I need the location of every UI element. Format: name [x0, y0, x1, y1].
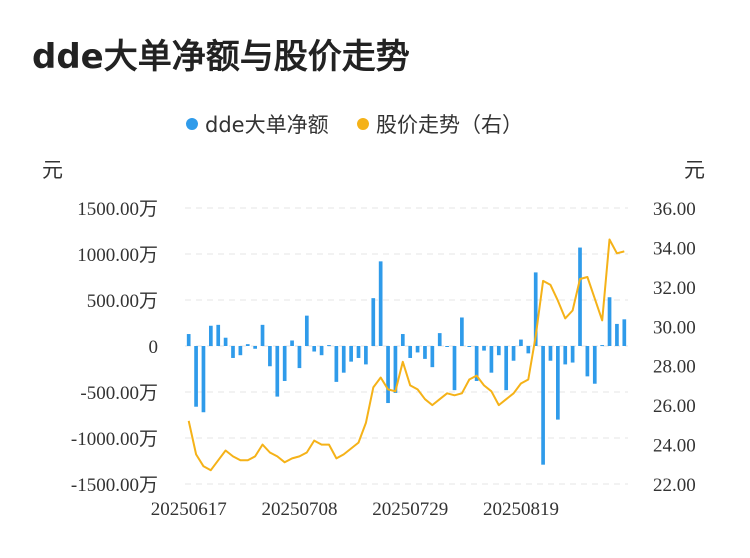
- bar: [201, 346, 206, 413]
- bar: [474, 346, 479, 381]
- bar: [297, 346, 302, 369]
- bar: [371, 298, 376, 346]
- price-line: [187, 238, 625, 472]
- bar: [496, 346, 501, 356]
- bar: [607, 297, 612, 346]
- right-tick-label: 24.00: [653, 436, 696, 457]
- left-tick-label: -1500.00万: [71, 475, 158, 496]
- right-tick-label: 26.00: [653, 396, 696, 417]
- bar: [186, 334, 191, 346]
- bar: [622, 319, 627, 346]
- bar: [563, 346, 568, 365]
- line-series: [187, 238, 625, 472]
- bar: [341, 346, 346, 373]
- bar: [511, 346, 516, 361]
- bar: [489, 346, 494, 373]
- bar: [600, 345, 605, 347]
- bar: [312, 346, 317, 352]
- bar: [533, 272, 538, 346]
- left-tick-label: -500.00万: [80, 383, 158, 404]
- bar: [282, 346, 287, 381]
- bar: [290, 340, 294, 346]
- bar: [541, 346, 545, 465]
- bar: [556, 346, 560, 420]
- left-tick-label: -1000.00万: [71, 429, 158, 450]
- bar: [231, 346, 235, 358]
- right-tick-label: 22.00: [653, 475, 696, 496]
- right-tick-label: 32.00: [653, 278, 696, 299]
- bar: [253, 346, 257, 349]
- bar: [519, 339, 523, 346]
- left-tick-label: 0: [149, 337, 159, 358]
- bar: [585, 346, 590, 377]
- right-axis-ticks: 36.00 34.00 32.00 30.00 28.00 26.00 24.00 22.00: [653, 199, 696, 496]
- bar: [378, 261, 383, 346]
- left-tick-label: 500.00万: [87, 291, 158, 312]
- bar: [223, 337, 228, 346]
- bar: [408, 346, 413, 358]
- left-axis-ticks: 1500.00万 1000.00万 500.00万 0 -500.00万 -1000.00…: [71, 199, 158, 496]
- bar: [415, 346, 420, 353]
- bar: [578, 247, 582, 346]
- bar: [548, 346, 553, 361]
- bar: [526, 346, 531, 354]
- bar: [327, 345, 331, 347]
- bar: [592, 346, 597, 384]
- right-tick-label: 34.00: [653, 238, 696, 259]
- bar: [245, 344, 250, 346]
- bar: [452, 346, 457, 391]
- x-axis-ticks: 20250617 20250708 20250729 20250819: [151, 499, 559, 520]
- bar: [615, 323, 619, 346]
- bar: [504, 346, 509, 391]
- bar: [437, 333, 442, 346]
- left-tick-label: 1500.00万: [77, 199, 158, 220]
- bar: [460, 317, 464, 346]
- bar: [304, 315, 309, 346]
- bar-series: [186, 247, 627, 465]
- bar: [238, 346, 243, 356]
- x-tick-label: 20250617: [151, 499, 227, 520]
- bar: [356, 346, 361, 358]
- bar: [334, 346, 339, 382]
- legend-label-dde: dde大单净额: [205, 113, 329, 137]
- right-tick-label: 28.00: [653, 357, 696, 378]
- bar: [364, 346, 368, 365]
- bar: [208, 325, 213, 346]
- right-axis-unit: 元: [684, 158, 705, 182]
- bar: [260, 324, 265, 346]
- bar: [275, 346, 280, 397]
- bar: [467, 346, 472, 347]
- bar: [268, 346, 272, 367]
- grid: [185, 207, 628, 485]
- bar: [482, 346, 486, 351]
- right-tick-label: 36.00: [653, 199, 696, 220]
- right-tick-label: 30.00: [653, 317, 696, 338]
- bar: [570, 346, 575, 363]
- bar: [216, 324, 221, 346]
- x-tick-label: 20250819: [483, 499, 559, 520]
- chart-title: dde大单净额与股价走势: [32, 37, 410, 77]
- bar: [430, 346, 435, 368]
- bar: [400, 334, 405, 346]
- left-tick-label: 1000.00万: [77, 245, 158, 266]
- legend-label-price: 股价走势（右）: [376, 113, 523, 137]
- legend-marker-price: [357, 118, 369, 130]
- bar: [393, 346, 398, 393]
- bar: [423, 346, 427, 359]
- left-axis-unit: 元: [42, 158, 63, 182]
- x-tick-label: 20250708: [261, 499, 337, 520]
- bar: [319, 346, 324, 356]
- x-tick-label: 20250729: [372, 499, 448, 520]
- bar: [386, 346, 390, 404]
- legend-marker-dde: [186, 118, 198, 130]
- bar: [194, 346, 198, 407]
- bar: [445, 346, 449, 347]
- bar: [349, 346, 353, 362]
- legend: dde大单净额 股价走势（右）: [186, 113, 523, 137]
